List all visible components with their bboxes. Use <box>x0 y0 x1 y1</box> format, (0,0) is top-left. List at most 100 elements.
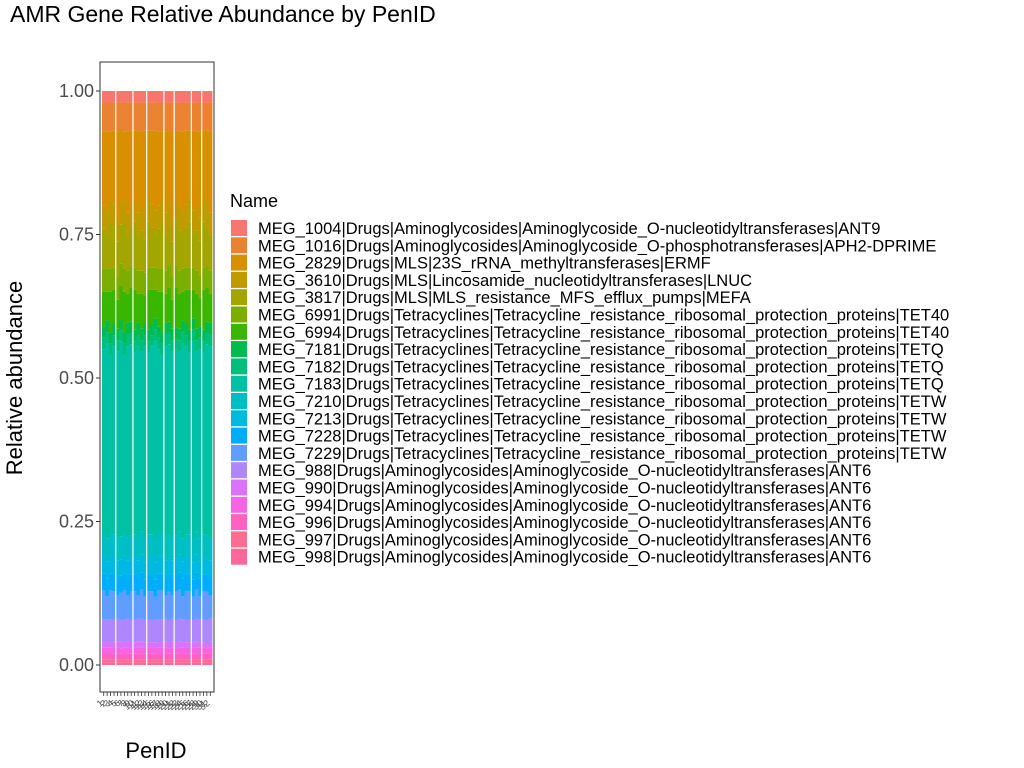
bar-segment <box>170 537 175 561</box>
bar-segment <box>163 131 168 213</box>
bar-segment <box>126 270 130 294</box>
bar-segment <box>198 662 203 665</box>
bar-segment <box>146 221 151 268</box>
bar-segment <box>184 662 189 665</box>
bar-segment <box>191 130 196 211</box>
bar-segment <box>160 590 165 620</box>
bar-segment <box>194 91 199 103</box>
bar-segment <box>184 130 189 205</box>
bar-segment <box>201 653 206 660</box>
bar-segment <box>105 596 110 620</box>
bar-segment <box>119 330 124 342</box>
bar-segment <box>167 226 172 266</box>
panel-border <box>99 61 215 693</box>
bar-segment <box>146 130 151 199</box>
bar-segment <box>181 211 185 235</box>
bar-segment <box>163 641 168 648</box>
bar-segment <box>198 337 203 350</box>
bar-segment <box>132 289 137 330</box>
bar-segment <box>153 562 158 580</box>
bar-segment <box>181 102 185 132</box>
bar-segment <box>157 349 161 533</box>
x-tick-label: 3 <box>102 698 112 709</box>
bar-segment <box>108 662 113 665</box>
bar-segment <box>170 351 175 538</box>
legend-swatch <box>231 220 247 236</box>
bar-segment <box>184 204 189 228</box>
bar-segment <box>112 91 117 103</box>
bar-segment <box>208 659 213 663</box>
bar-segment <box>208 334 213 347</box>
bar-segment <box>102 532 106 556</box>
bar-segment <box>126 346 130 538</box>
bar-segment <box>184 642 189 648</box>
bar-segment <box>201 574 206 592</box>
bar-segment <box>163 322 168 335</box>
bar-segment <box>102 291 106 327</box>
bar-segment <box>146 591 151 620</box>
bar-segment <box>184 324 189 336</box>
bar-segment <box>132 341 137 353</box>
bar-segment <box>122 102 127 132</box>
bar-segment <box>170 131 175 219</box>
bar-segment <box>184 659 189 663</box>
legend-label: MEG_2829|Drugs|MLS|23S_rRNA_methyltransf… <box>258 255 711 273</box>
legend-swatch <box>231 479 247 496</box>
bar-segment <box>129 535 134 559</box>
bar-segment <box>205 203 209 227</box>
bar-segment <box>122 91 127 103</box>
bar-segment <box>143 539 148 563</box>
bar-segment <box>119 319 124 331</box>
bar-segment <box>187 534 192 558</box>
bar-segment <box>201 267 206 290</box>
bar-segment <box>139 647 144 654</box>
x-tick-label: 8 <box>119 698 129 709</box>
bar-segment <box>184 647 189 654</box>
bar-segment <box>143 91 148 103</box>
bar-segment <box>167 321 172 333</box>
bar-segment <box>191 233 196 268</box>
bar-segment <box>157 659 161 663</box>
bar-segment <box>129 558 134 575</box>
bar-segment <box>177 554 182 573</box>
bar-segment <box>174 287 179 328</box>
bar-segment <box>157 653 161 660</box>
bar-segment <box>174 102 179 131</box>
bar-segment <box>198 297 203 327</box>
bar-segment <box>146 647 151 654</box>
bar-segment <box>160 619 165 643</box>
x-tick-label: 26 <box>177 698 191 712</box>
bar-segment <box>115 659 120 663</box>
bar-segment <box>136 578 141 596</box>
bar-segment <box>112 659 117 663</box>
bar-segment <box>201 221 206 268</box>
bar-segment <box>198 653 203 660</box>
bar-segment <box>153 289 158 319</box>
chart-title: AMR Gene Relative Abundance by PenID <box>10 1 436 27</box>
bar-segment <box>143 647 148 654</box>
legend-label: MEG_7182|Drugs|Tetracyclines|Tetracyclin… <box>258 358 944 376</box>
x-tick-label: 2 <box>98 698 108 709</box>
bar-segment <box>143 642 148 648</box>
bar-segment <box>157 662 161 665</box>
bar-segment <box>174 327 179 339</box>
bar-segment <box>119 642 124 649</box>
bar-segment <box>201 557 206 575</box>
bar-segment <box>177 589 182 619</box>
bar-segment <box>167 535 172 559</box>
bar-segment <box>174 662 179 665</box>
bar-segment <box>115 241 120 277</box>
bar-segment <box>150 534 154 558</box>
bar-segment <box>198 326 203 338</box>
bar-segment <box>177 641 182 648</box>
bar-segment <box>146 102 151 131</box>
bar-segment <box>129 203 134 227</box>
bar-segment <box>191 619 196 643</box>
bar-segment <box>187 102 192 131</box>
x-tick-label: 27 <box>180 698 194 712</box>
bar-segment <box>194 131 199 207</box>
bar-segment <box>139 659 144 663</box>
bar-segment <box>170 241 175 277</box>
bar-segment <box>108 573 113 591</box>
bar-segment <box>153 329 158 342</box>
